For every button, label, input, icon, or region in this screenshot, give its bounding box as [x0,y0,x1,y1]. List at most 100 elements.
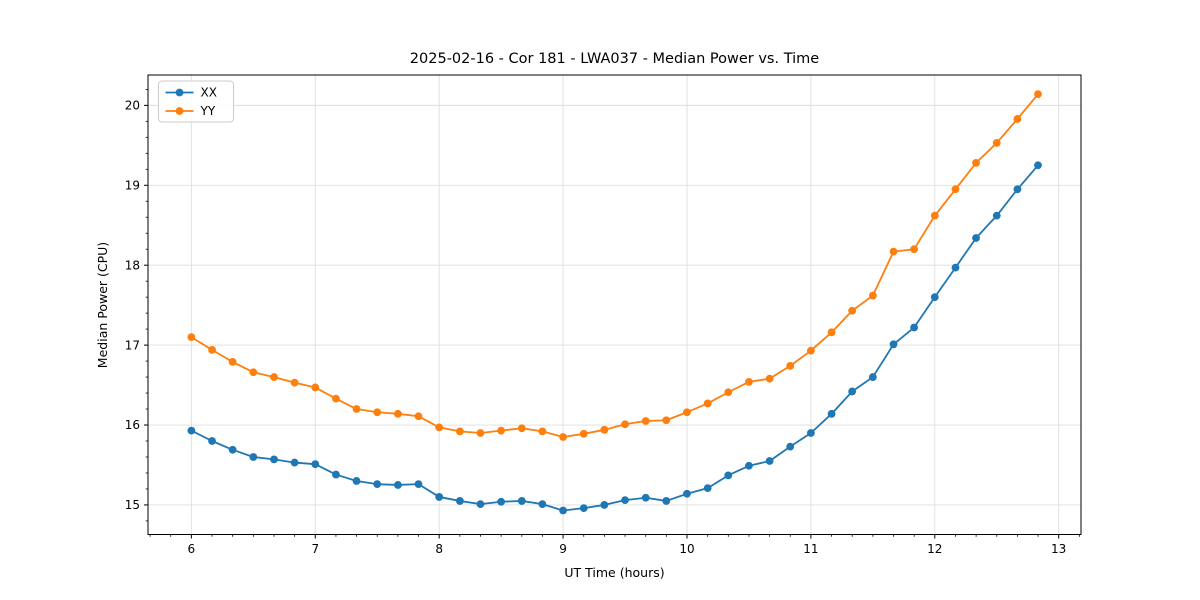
y-axis-label: Median Power (CPU) [95,242,110,368]
series-YY-marker [827,328,836,337]
chart-title: 2025-02-16 - Cor 181 - LWA037 - Median P… [410,51,819,67]
series-XX-marker [806,429,815,437]
series-YY-marker [683,408,691,417]
series-YY-marker [951,185,960,194]
series-YY-marker [332,394,340,403]
series-XX-marker [332,470,340,479]
series-XX-marker [270,455,278,464]
series-XX-marker [765,457,774,465]
y-tick-label: 18 [125,258,140,272]
series-XX-line [190,164,1039,512]
series-YY-marker [455,427,464,436]
grid-layer [148,75,1081,535]
series-XX-marker [497,497,506,506]
series-YY-marker [559,433,567,441]
x-tick-label: 9 [559,542,567,556]
series-YY-marker [910,245,919,254]
legend-sample-marker [175,107,184,115]
series-XX-marker [517,497,526,505]
series-YY-marker [1034,90,1042,99]
series-XX-marker [745,461,753,470]
series-YY-marker [786,361,795,370]
series-XX-marker [724,471,733,480]
series-YY-marker [868,291,877,300]
series-YY-marker [290,378,299,387]
series-XX-marker [208,437,216,445]
y-tick-label: 16 [125,418,140,432]
series-XX-marker [972,234,980,242]
series-YY-marker [373,408,382,417]
plot-border [147,74,1082,535]
series-XX-marker [683,489,691,498]
legend-box [158,80,234,123]
series-XX-marker [662,497,671,505]
x-tick-label: 12 [927,542,942,556]
series-YY-marker [806,346,815,355]
x-tick-label: 7 [311,542,319,556]
series-XX-marker [538,500,547,509]
y-tick-label: 20 [125,99,140,113]
series-XX-marker [414,480,423,489]
series-XX-marker [827,409,836,418]
series-YY-marker [476,429,485,437]
series-YY-marker [435,423,444,432]
series-XX-marker [910,323,919,332]
legend-item-label: XX [201,86,217,100]
y-tick-label: 19 [125,178,140,192]
series-XX-marker [889,340,898,349]
series-XX-marker [311,460,320,469]
series-XX-marker [621,496,629,505]
series-XX-marker [476,500,485,509]
series-XX-marker [951,263,960,272]
series-XX-marker [992,211,1001,220]
series-XX-marker [848,387,857,396]
series-XX-marker [352,477,361,485]
legend-sample-marker [175,88,184,97]
series-XX-marker [373,480,382,489]
x-tick-label: 8 [435,542,443,556]
series-YY-marker [930,211,939,220]
series-layer [187,90,1042,515]
series-YY-marker [352,405,361,413]
tick-layer: 6 7 8 9 10 11 12 13 15 16 17 18 19 20 [125,88,1080,556]
series-YY-marker [972,159,980,167]
series-YY-marker [394,409,402,418]
series-YY-marker [270,373,278,381]
x-tick-label: 11 [803,542,818,556]
series-XX-marker [455,497,464,505]
series-YY-marker [187,333,196,342]
series-YY-marker [703,399,712,408]
x-tick-label: 6 [188,542,196,556]
x-tick-label: 13 [1051,542,1066,556]
series-YY-marker [662,416,671,425]
series-XX-marker [1013,185,1022,194]
x-tick-label: 10 [679,542,694,556]
legend: XX YY [158,80,234,123]
series-XX-marker [703,484,712,493]
series-XX-marker [600,501,609,509]
series-YY-marker [579,429,588,438]
series-XX-marker [290,458,299,467]
series-YY-marker [228,357,237,366]
series-YY-marker [621,420,629,429]
series-YY-marker [745,377,753,386]
series-YY-marker [889,247,898,256]
y-tick-label: 17 [125,338,140,352]
series-YY-marker [538,427,547,436]
series-XX-marker [435,493,444,501]
y-tick-label: 15 [125,498,140,512]
series-XX-marker [930,293,939,302]
series-XX-marker [641,493,650,502]
series-YY-marker [641,417,650,425]
series-XX-marker [579,504,588,513]
series-XX-marker [1034,161,1042,170]
series-XX-marker [249,453,258,461]
series-XX-marker [786,442,795,451]
series-XX-marker [868,373,877,381]
series-XX-marker [187,426,196,435]
series-YY-marker [600,425,609,434]
series-YY-marker [992,139,1001,147]
series-YY-marker [497,426,506,435]
